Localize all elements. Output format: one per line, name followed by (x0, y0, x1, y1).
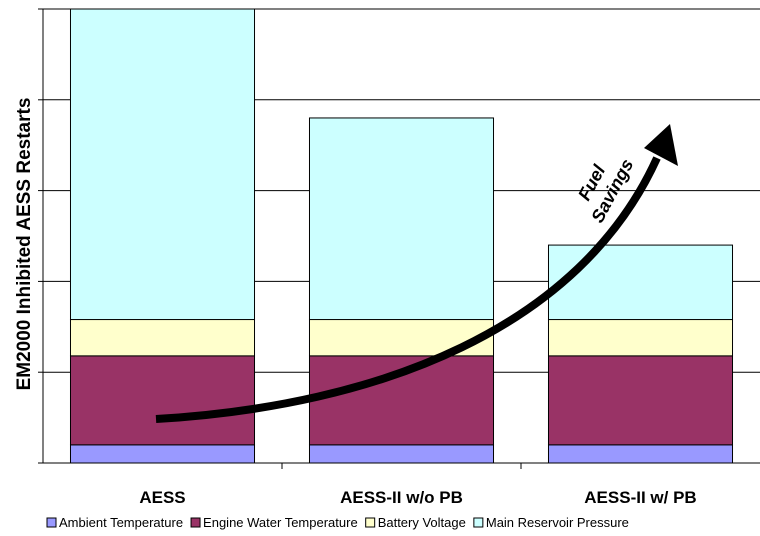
bar-segment-2-0 (547, 444, 734, 464)
legend-label-3: Main Reservoir Pressure (486, 515, 629, 530)
bar-segment-2-1 (547, 355, 734, 446)
bars (69, 8, 734, 464)
bar-segment-1-0 (308, 444, 495, 464)
legend-label-2: Battery Voltage (378, 515, 466, 530)
bar-segment-0-3 (69, 8, 256, 321)
bar-segment-0-2 (69, 319, 256, 357)
legend-swatch-2 (365, 517, 376, 528)
bar-segment-2-3 (547, 244, 734, 321)
category-label-2: AESS-II w/ PB (584, 488, 696, 507)
legend-label-1: Engine Water Temperature (203, 515, 358, 530)
legend-swatch-1 (190, 517, 201, 528)
legend-label-0: Ambient Temperature (59, 515, 183, 530)
category-labels: AESS AESS-II w/o PB AESS-II w/ PB (139, 488, 696, 507)
legend: Ambient Temperature Engine Water Temperat… (46, 515, 629, 530)
bar-segment-0-1 (69, 355, 256, 446)
legend-swatch-0 (46, 517, 57, 528)
bar-segment-1-3 (308, 117, 495, 321)
bar-segment-0-0 (69, 444, 256, 464)
bar-segment-1-2 (308, 319, 495, 357)
bar-segment-2-2 (547, 319, 734, 357)
category-label-0: AESS (139, 488, 185, 507)
category-label-1: AESS-II w/o PB (340, 488, 463, 507)
axes (38, 8, 760, 469)
fuel-savings-arrow (155, 156, 661, 423)
arrow-head (644, 124, 678, 166)
y-axis-title: EM2000 Inhibited AESS Restarts (14, 98, 35, 391)
legend-swatch-3 (473, 517, 484, 528)
